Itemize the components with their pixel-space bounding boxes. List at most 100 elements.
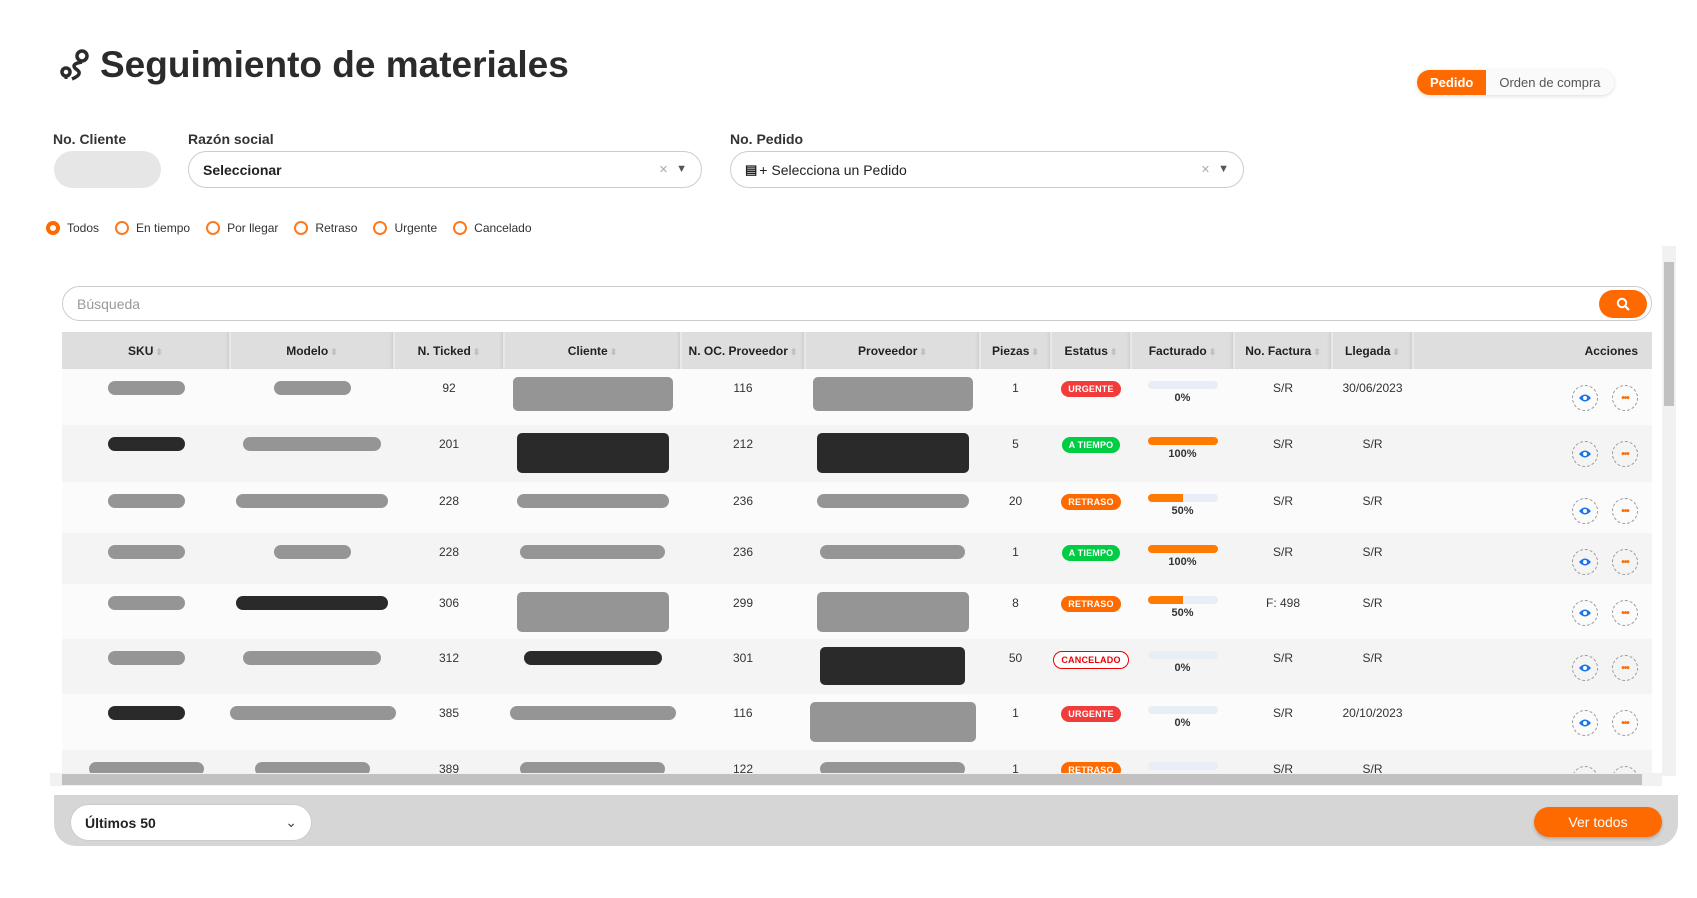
modelo-cell: [230, 639, 394, 694]
view-button[interactable]: [1572, 385, 1598, 411]
redacted-block: [88, 762, 204, 773]
horizontal-scrollbar[interactable]: [50, 773, 1662, 786]
toggle-orden-compra[interactable]: Orden de compra: [1486, 70, 1614, 95]
redacted-block: [816, 433, 969, 473]
radio-circle[interactable]: [294, 221, 309, 235]
table-row[interactable]: 92 116 1 URGENTE 0% S/R 30/06/2023 •••: [62, 369, 1652, 425]
llegada-cell: S/R: [1332, 750, 1413, 773]
scroll-thumb[interactable]: [1664, 262, 1674, 406]
view-button[interactable]: [1572, 710, 1598, 736]
radio-retraso[interactable]: Retraso: [294, 221, 357, 235]
sort-icon[interactable]: ⬍: [789, 346, 798, 357]
eye-icon: [1579, 558, 1591, 566]
view-button[interactable]: [1572, 766, 1598, 773]
sort-icon[interactable]: ⬍: [472, 346, 481, 357]
sort-icon[interactable]: ⬍: [1109, 346, 1118, 357]
radio-cancelado[interactable]: Cancelado: [453, 221, 532, 235]
factura-cell: S/R: [1234, 482, 1332, 533]
radio-circle[interactable]: [115, 221, 130, 235]
view-all-button[interactable]: Ver todos: [1534, 807, 1662, 837]
caret-down-icon[interactable]: ▼: [676, 163, 687, 175]
view-button[interactable]: [1572, 498, 1598, 524]
search-input[interactable]: Búsqueda: [62, 286, 1652, 321]
column-header[interactable]: Estatus ⬍: [1051, 332, 1132, 369]
sku-cell: [62, 750, 230, 773]
radio-circle[interactable]: [453, 221, 468, 235]
table-row[interactable]: 201 212 5 A TIEMPO 100% S/R S/R •••: [62, 425, 1652, 482]
ticked-cell: 306: [394, 584, 504, 639]
radio-circle[interactable]: [46, 221, 60, 235]
redacted-block: [520, 545, 665, 559]
radio-en-tiempo[interactable]: En tiempo: [115, 221, 190, 235]
redacted-block: [812, 377, 973, 411]
search-button[interactable]: [1599, 290, 1647, 318]
more-button[interactable]: •••: [1612, 385, 1638, 411]
oc-cell: 122: [681, 750, 805, 773]
sort-icon[interactable]: ⬍: [1392, 346, 1400, 357]
radio-todos[interactable]: Todos: [46, 221, 99, 235]
column-header[interactable]: Llegada ⬍: [1332, 332, 1414, 369]
limit-select[interactable]: Últimos 50 ⌄: [70, 804, 312, 841]
column-header[interactable]: N. Ticked ⬍: [394, 332, 505, 369]
column-header[interactable]: No. Factura ⬍: [1234, 332, 1333, 369]
estatus-cell: RETRASO: [1051, 482, 1131, 533]
modelo-cell: [230, 584, 394, 639]
view-button[interactable]: [1572, 655, 1598, 681]
more-button[interactable]: •••: [1612, 600, 1638, 626]
piezas-cell: 1: [980, 750, 1051, 773]
table-row[interactable]: 312 301 50 CANCELADO 0% S/R S/R •••: [62, 639, 1652, 694]
modelo-cell: [230, 369, 394, 425]
sort-icon[interactable]: ⬍: [1208, 346, 1217, 357]
radio-circle[interactable]: [373, 221, 388, 235]
more-button[interactable]: •••: [1612, 710, 1638, 736]
table-row[interactable]: 306 299 8 RETRASO 50% F: 498 S/R •••: [62, 584, 1652, 639]
caret-down-icon[interactable]: ▼: [1218, 163, 1229, 175]
more-button[interactable]: •••: [1612, 655, 1638, 681]
more-button[interactable]: •••: [1612, 498, 1638, 524]
modelo-cell: [230, 425, 394, 482]
progress-bar: [1147, 596, 1218, 604]
toggle-pedido[interactable]: Pedido: [1417, 70, 1487, 95]
more-button[interactable]: •••: [1612, 441, 1638, 467]
column-header[interactable]: Cliente ⬍: [504, 332, 682, 369]
radio-urgente[interactable]: Urgente: [373, 221, 437, 235]
cliente-cell: [504, 584, 681, 639]
view-button[interactable]: [1572, 600, 1598, 626]
redacted-block: [523, 651, 662, 665]
status-badge: URGENTE: [1061, 706, 1121, 722]
vertical-scrollbar[interactable]: [1662, 246, 1676, 776]
table-row[interactable]: 228 236 1 A TIEMPO 100% S/R S/R •••: [62, 533, 1652, 584]
scroll-thumb[interactable]: [62, 774, 1642, 785]
sort-icon[interactable]: ⬍: [919, 346, 927, 357]
ticked-cell: 92: [394, 369, 504, 425]
sort-icon[interactable]: ⬍: [1313, 346, 1321, 357]
table-row[interactable]: 3891221RETRASO0%S/RS/R•••: [62, 750, 1652, 773]
llegada-cell: S/R: [1332, 639, 1413, 694]
cliente-input[interactable]: [54, 151, 161, 188]
column-header[interactable]: Modelo ⬍: [230, 332, 395, 369]
more-button[interactable]: •••: [1612, 766, 1638, 773]
sort-icon[interactable]: ⬍: [330, 346, 338, 357]
column-header[interactable]: SKU ⬍: [62, 332, 231, 369]
sort-icon[interactable]: ⬍: [1031, 346, 1039, 357]
table-row[interactable]: 385 116 1 URGENTE 0% S/R 20/10/2023 •••: [62, 694, 1652, 750]
view-button[interactable]: [1572, 441, 1598, 467]
column-header[interactable]: Proveedor ⬍: [805, 332, 981, 369]
more-button[interactable]: •••: [1612, 549, 1638, 575]
clear-icon[interactable]: ✕: [1200, 164, 1211, 176]
sort-icon[interactable]: ⬍: [155, 346, 163, 357]
eye-icon: [1579, 664, 1591, 672]
column-header[interactable]: Facturado ⬍: [1131, 332, 1235, 369]
view-button[interactable]: [1572, 549, 1598, 575]
razon-select[interactable]: Seleccionar ✕ ▼: [188, 151, 702, 188]
sort-icon[interactable]: ⬍: [609, 346, 618, 357]
table-row[interactable]: 228 236 20 RETRASO 50% S/R S/R •••: [62, 482, 1652, 533]
redacted-block: [107, 596, 185, 610]
cliente-cell: [504, 750, 681, 773]
clear-icon[interactable]: ✕: [658, 164, 669, 176]
radio-circle[interactable]: [206, 221, 221, 235]
radio-por-llegar[interactable]: Por llegar: [206, 221, 278, 235]
column-header[interactable]: N. OC. Proveedor ⬍: [681, 332, 806, 369]
column-header[interactable]: Piezas ⬍: [980, 332, 1052, 369]
pedido-select[interactable]: ▤ + Selecciona un Pedido ✕ ▼: [730, 151, 1244, 188]
